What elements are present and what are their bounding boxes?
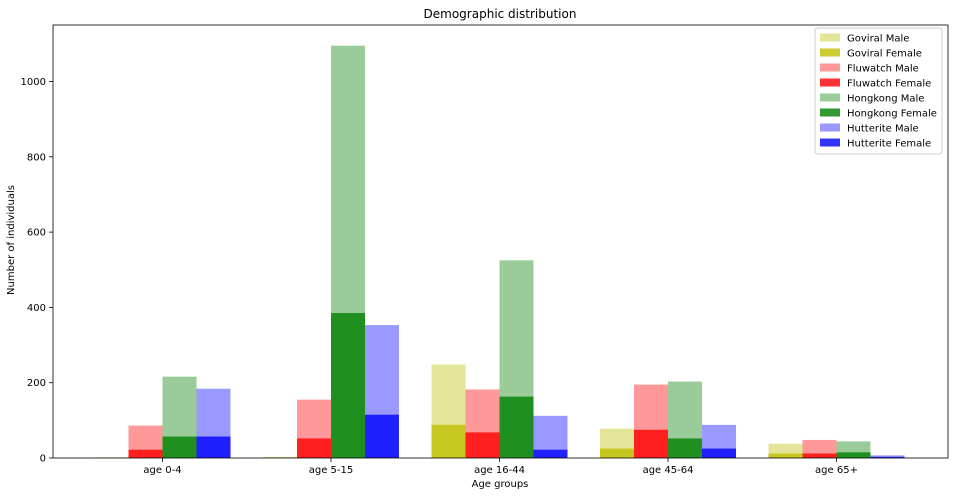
legend-label-hongkong-female: Hongkong Female xyxy=(847,109,937,120)
x-tick-label-age-16-44: age 16-44 xyxy=(474,465,525,476)
bar-hutterite-female-age-0-4 xyxy=(196,436,231,458)
bar-hongkong-female-age-65 xyxy=(836,452,871,458)
plot-frame xyxy=(52,24,949,459)
bars-group xyxy=(94,45,905,459)
chart-title: Demographic distribution xyxy=(424,7,577,21)
legend-label-fluwatch-female: Fluwatch Female xyxy=(847,79,931,90)
axes-group: 0 200 400 600 800 1000 age 0-4 age 5-15 age 16-4… xyxy=(21,24,949,476)
bar-hutterite-female-age-65 xyxy=(870,456,905,458)
legend-swatch-hongkong-female xyxy=(820,108,840,117)
bar-fluwatch-female-age-5-15 xyxy=(297,438,331,458)
legend-label-fluwatch-male: Fluwatch Male xyxy=(847,64,919,75)
legend-swatch-hutterite-female xyxy=(820,138,840,147)
legend-swatch-fluwatch-female xyxy=(820,78,840,87)
y-tick-label-600: 600 xyxy=(27,228,46,239)
y-tick-label-400: 400 xyxy=(27,303,46,314)
legend: Goviral Male Goviral Female Fluwatch Male F… xyxy=(814,27,943,155)
bar-goviral-female-age-45-64 xyxy=(600,448,634,458)
bar-goviral-female-age-16-44 xyxy=(431,424,466,458)
x-tick-label-age-5-15: age 5-15 xyxy=(309,465,354,476)
x-tick-label-age-65: age 65+ xyxy=(815,465,858,476)
x-axis-label: Age groups xyxy=(472,479,529,490)
y-axis-label: Number of individuals xyxy=(6,185,17,295)
x-tick-label-age-0-4: age 0-4 xyxy=(143,465,181,476)
legend-label-goviral-female: Goviral Female xyxy=(847,49,922,60)
bar-goviral-female-age-65 xyxy=(768,453,803,458)
bar-hutterite-female-age-16-44 xyxy=(533,449,568,458)
bar-hutterite-female-age-45-64 xyxy=(702,448,736,458)
legend-swatch-goviral-male xyxy=(820,33,840,42)
legend-label-hutterite-female: Hutterite Female xyxy=(847,139,931,150)
bar-fluwatch-female-age-0-4 xyxy=(128,449,163,458)
bar-hongkong-female-age-45-64 xyxy=(668,438,702,458)
bar-fluwatch-female-age-65 xyxy=(802,453,837,458)
y-tick-label-800: 800 xyxy=(27,152,46,163)
bar-hongkong-female-age-0-4 xyxy=(162,436,197,458)
bar-hutterite-female-age-5-15 xyxy=(365,414,399,458)
y-tick-label-0: 0 xyxy=(40,454,46,465)
legend-label-goviral-male: Goviral Male xyxy=(847,34,909,45)
legend-label-hutterite-male: Hutterite Male xyxy=(847,124,919,135)
y-tick-label-1000: 1000 xyxy=(21,77,46,88)
legend-swatch-goviral-female xyxy=(820,48,840,57)
legend-swatch-hongkong-male xyxy=(820,93,840,102)
legend-swatch-hutterite-male xyxy=(820,123,840,132)
x-tick-label-age-45-64: age 45-64 xyxy=(643,465,694,476)
bar-hutterite-male-age-65 xyxy=(870,455,905,458)
bar-fluwatch-female-age-45-64 xyxy=(634,429,668,458)
bar-goviral-male-age-5-15 xyxy=(263,456,297,458)
legend-box xyxy=(814,27,943,155)
bar-fluwatch-female-age-16-44 xyxy=(465,432,500,458)
legend-swatch-fluwatch-male xyxy=(820,63,840,72)
bar-hongkong-female-age-16-44 xyxy=(499,396,534,458)
y-tick-label-200: 200 xyxy=(27,378,46,389)
legend-label-hongkong-male: Hongkong Male xyxy=(847,94,924,105)
bar-hongkong-female-age-5-15 xyxy=(331,313,365,458)
